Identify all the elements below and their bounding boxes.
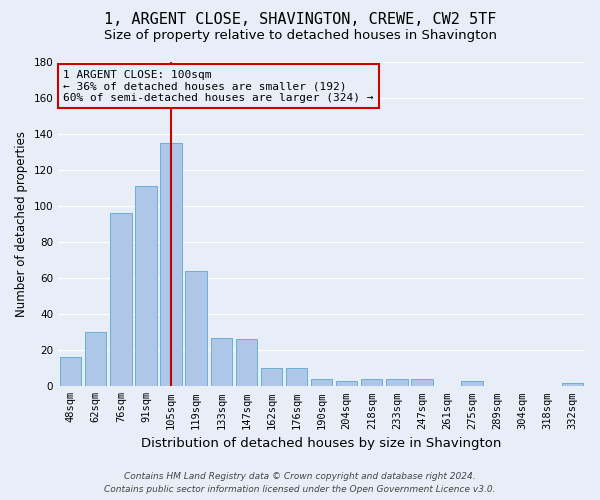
Bar: [261, 368, 282, 386]
Bar: [461, 381, 483, 386]
Y-axis label: Number of detached properties: Number of detached properties: [15, 131, 28, 317]
Text: 1 ARGENT CLOSE: 100sqm
← 36% of detached houses are smaller (192)
60% of semi-de: 1 ARGENT CLOSE: 100sqm ← 36% of detached…: [64, 70, 374, 103]
Bar: [60, 358, 82, 386]
Bar: [336, 381, 358, 386]
Bar: [110, 213, 131, 386]
Bar: [562, 382, 583, 386]
Bar: [136, 186, 157, 386]
Bar: [311, 379, 332, 386]
Bar: [386, 379, 407, 386]
Bar: [185, 271, 207, 386]
Text: Contains HM Land Registry data © Crown copyright and database right 2024.
Contai: Contains HM Land Registry data © Crown c…: [104, 472, 496, 494]
Bar: [85, 332, 106, 386]
X-axis label: Distribution of detached houses by size in Shavington: Distribution of detached houses by size …: [142, 437, 502, 450]
Bar: [411, 379, 433, 386]
Bar: [160, 142, 182, 386]
Bar: [211, 338, 232, 386]
Bar: [236, 340, 257, 386]
Bar: [361, 379, 382, 386]
Text: Size of property relative to detached houses in Shavington: Size of property relative to detached ho…: [104, 29, 497, 42]
Text: 1, ARGENT CLOSE, SHAVINGTON, CREWE, CW2 5TF: 1, ARGENT CLOSE, SHAVINGTON, CREWE, CW2 …: [104, 12, 496, 28]
Bar: [286, 368, 307, 386]
